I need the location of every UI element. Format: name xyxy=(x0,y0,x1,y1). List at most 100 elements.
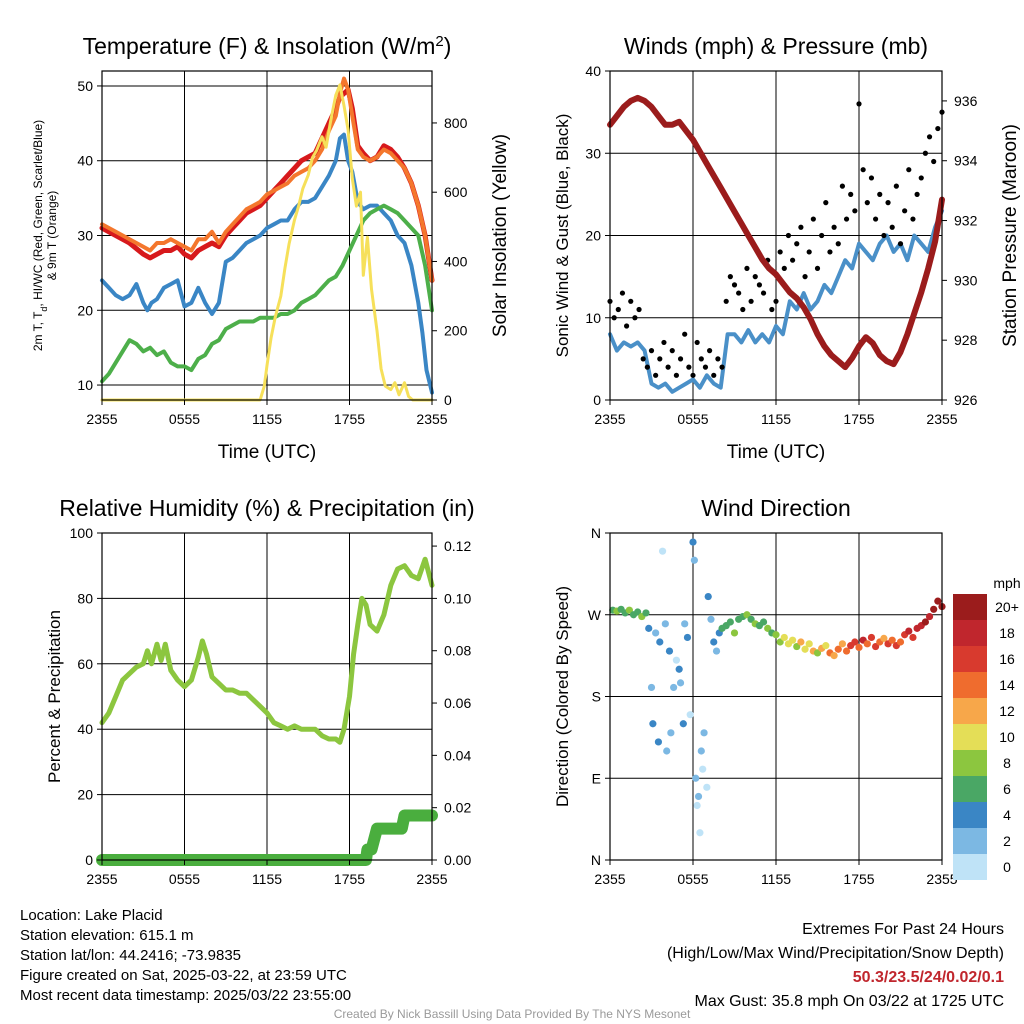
wind-direction-point xyxy=(661,620,669,628)
y-tick-label: N xyxy=(591,525,601,541)
wind-direction-point xyxy=(801,645,809,653)
colorbar-swatch xyxy=(953,854,987,880)
wind-direction-point xyxy=(759,618,768,626)
gust-point xyxy=(615,306,621,313)
y2-tick-label: 600 xyxy=(444,184,468,200)
gust-point xyxy=(669,348,675,354)
series-line-relative-humidity xyxy=(99,556,435,745)
wind-direction-point xyxy=(699,765,707,773)
gust-point xyxy=(864,200,870,206)
gust-point xyxy=(636,306,642,313)
wind-direction-point xyxy=(834,645,842,653)
y2-tick-label: 0 xyxy=(444,392,452,408)
x-tick-label: 1155 xyxy=(252,871,282,887)
y-tick-label: 10 xyxy=(77,377,93,393)
wind-direction-point xyxy=(921,618,930,626)
y-tick-label: 0 xyxy=(593,392,601,408)
gust-point xyxy=(752,274,758,280)
y-tick-label: 10 xyxy=(585,310,601,326)
wind-direction-point xyxy=(830,652,838,660)
y-axis-label: Direction (Colored By Speed) xyxy=(553,586,572,807)
gust-point xyxy=(715,356,721,362)
colorbar-label: 6 xyxy=(1003,781,1011,797)
gust-point xyxy=(839,183,846,189)
gust-point xyxy=(632,315,638,321)
wind-direction-point xyxy=(694,792,703,801)
chart-title: Temperature (F) & Insolation (W/m2) xyxy=(83,33,452,60)
y-tick-label: 40 xyxy=(77,721,93,737)
gust-point xyxy=(881,232,887,239)
y2-axis-label: Solar Insolation (Yellow) xyxy=(490,134,511,337)
wind-direction-point xyxy=(780,633,788,642)
wind-direction-point xyxy=(776,638,784,646)
y-tick-label: 20 xyxy=(77,787,93,803)
chart-title: Winds (mph) & Pressure (mb) xyxy=(624,33,928,59)
y-tick-label: 50 xyxy=(77,78,93,94)
wind-direction-panel: 2355 0555 1155 1755 2355 N E S W N Wind Direction D… xyxy=(553,495,1021,887)
x-tick-label: 2355 xyxy=(926,871,957,887)
colorbar-label: 0 xyxy=(1003,859,1011,875)
station-location: Location: Lake Placid xyxy=(20,907,163,924)
gust-point xyxy=(686,364,692,370)
gust-point xyxy=(690,372,696,378)
gust-point xyxy=(868,175,875,181)
y2-tick-label: 0.02 xyxy=(444,800,471,816)
wind-direction-point xyxy=(896,638,905,646)
series-line-9m-t xyxy=(100,76,434,283)
colorbar-label: 18 xyxy=(999,625,1015,641)
wind-direction-point xyxy=(789,636,797,644)
wind-direction-point xyxy=(764,624,772,632)
wind-direction-point xyxy=(813,649,822,657)
gust-point xyxy=(619,290,626,296)
wind-direction-point xyxy=(888,636,896,644)
gust-point xyxy=(785,232,792,239)
wind-direction-point xyxy=(726,618,734,626)
colorbar-swatch xyxy=(953,828,987,854)
y-tick-label: 60 xyxy=(77,656,93,672)
colorbar-swatch xyxy=(953,594,987,620)
chart-title: Wind Direction xyxy=(701,495,851,521)
figure-created: Figure created on Sat, 2025-03-22, at 23… xyxy=(20,967,347,984)
x-axis-label: Time (UTC) xyxy=(727,442,826,463)
gust-point xyxy=(843,216,850,222)
credit-line: Created By Nick Bassill Using Data Provi… xyxy=(333,1007,691,1021)
y-tick-label: W xyxy=(588,607,602,623)
gust-point xyxy=(802,274,808,280)
gust-point xyxy=(624,323,630,329)
wind-direction-point xyxy=(855,643,863,652)
gust-point xyxy=(852,208,858,214)
gust-point xyxy=(914,191,920,197)
gust-point xyxy=(640,356,646,362)
gust-point xyxy=(918,175,924,181)
wind-direction-point xyxy=(909,633,917,642)
x-tick-label: 1155 xyxy=(252,411,282,427)
gust-point xyxy=(806,249,812,255)
x-tick-label: 1155 xyxy=(761,871,791,887)
gust-point xyxy=(694,339,700,346)
y-tick-label: 30 xyxy=(585,145,601,161)
wind-direction-point xyxy=(707,615,715,623)
wind-direction-point xyxy=(712,647,721,655)
gust-point xyxy=(740,306,746,313)
gust-point xyxy=(790,257,796,263)
gust-point xyxy=(677,356,684,362)
gust-point xyxy=(889,224,895,230)
wind-direction-point xyxy=(730,629,739,637)
x-tick-label: 0555 xyxy=(169,411,200,427)
gust-point xyxy=(781,265,787,271)
station-latlon: Station lat/lon: 44.2416; -73.9835 xyxy=(20,947,242,964)
gust-point xyxy=(665,364,671,370)
wind-direction-point xyxy=(676,679,685,687)
y2-tick-label: 930 xyxy=(954,272,978,288)
wind-direction-point xyxy=(851,638,859,646)
y2-tick-label: 0.04 xyxy=(444,747,471,763)
wind-direction-point xyxy=(645,624,653,632)
y2-tick-label: 928 xyxy=(954,332,978,348)
wind-direction-point xyxy=(747,615,755,623)
colorbar-swatch xyxy=(953,646,987,672)
colorbar-swatch xyxy=(953,672,987,698)
gust-point xyxy=(885,200,891,206)
gust-point xyxy=(819,232,825,239)
wind-direction-point xyxy=(654,738,663,746)
